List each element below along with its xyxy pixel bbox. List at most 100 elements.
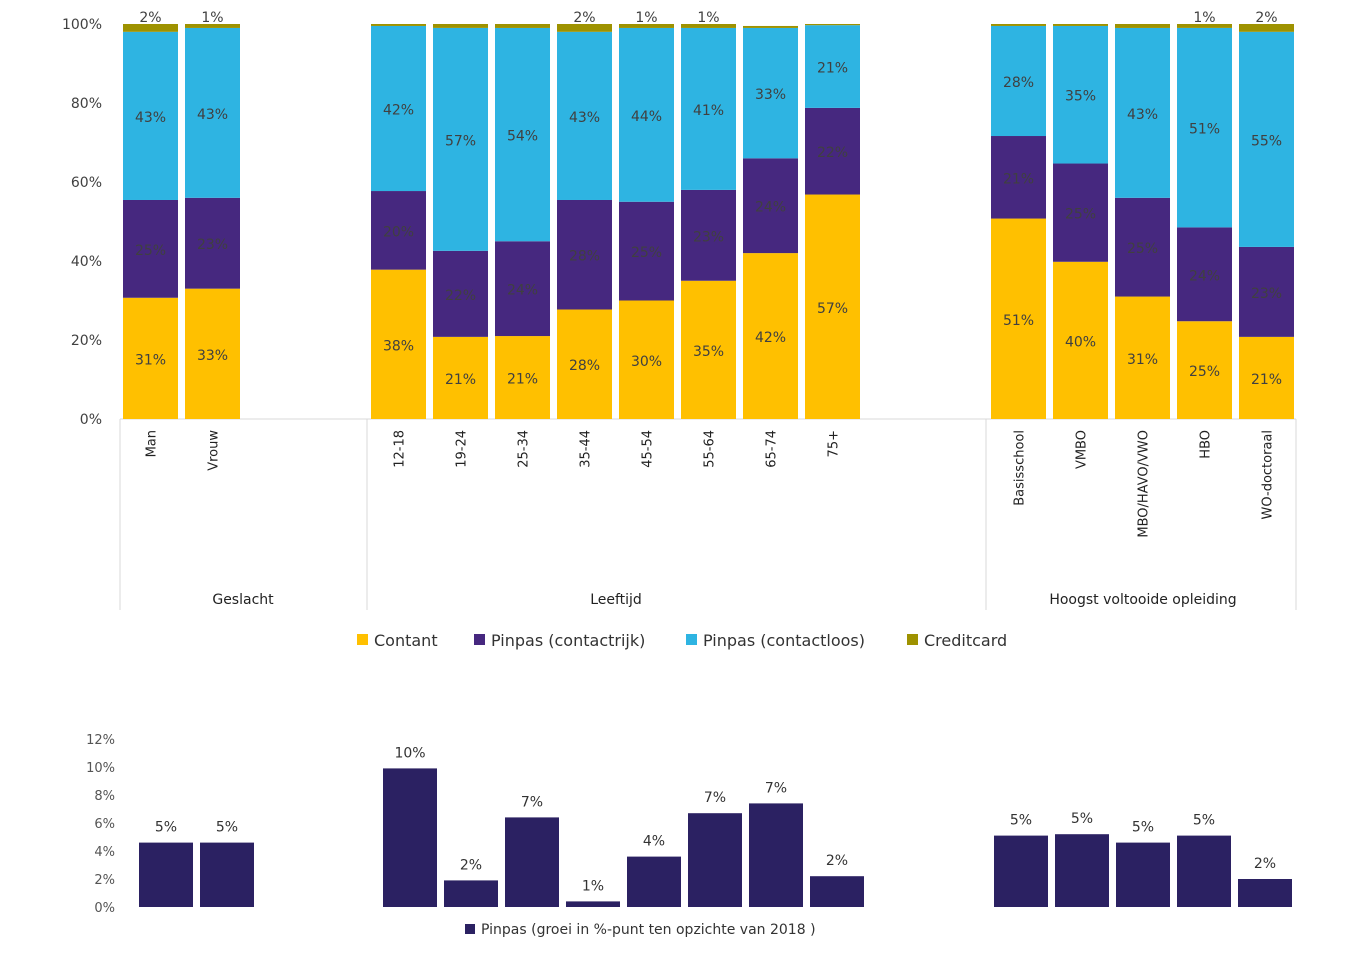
bar-segment-creditcard — [495, 24, 550, 28]
data-label: 2% — [460, 857, 482, 873]
data-label: 54% — [507, 129, 538, 145]
growth-bar — [444, 880, 498, 907]
y-tick-label: 4% — [94, 845, 115, 860]
data-label: 35% — [693, 344, 724, 360]
y-tick-label: 80% — [71, 96, 102, 112]
y-tick-label: 100% — [62, 17, 102, 33]
data-label: 7% — [521, 794, 543, 810]
data-label: 10% — [394, 745, 425, 761]
bar-segment-creditcard — [991, 24, 1046, 26]
growth-bar — [1055, 834, 1109, 907]
category-label: 35-44 — [579, 430, 594, 468]
bar-segment-contant — [433, 336, 488, 419]
data-label: 2% — [1255, 10, 1277, 26]
bar-segment-pinpas-contactloos- — [433, 27, 488, 251]
data-label: 28% — [569, 249, 600, 265]
y-tick-label: 0% — [80, 412, 102, 428]
growth-bar — [200, 842, 254, 907]
category-label: 25-34 — [517, 430, 532, 468]
growth-bar — [688, 813, 742, 907]
bar-segment-pinpas-contactloos- — [743, 27, 798, 159]
data-label: 21% — [1003, 171, 1034, 187]
data-label: 42% — [383, 103, 414, 119]
legend-label: Pinpas (groei in %-punt ten opzichte van… — [481, 922, 816, 938]
growth-bar — [566, 901, 620, 907]
bar-segment-pinpas-contactrijk- — [495, 241, 550, 337]
data-label: 23% — [197, 237, 228, 253]
y-tick-label: 10% — [86, 761, 115, 776]
data-label: 31% — [135, 352, 166, 368]
y-tick-label: 60% — [71, 175, 102, 191]
data-label: 51% — [1003, 313, 1034, 329]
data-label: 2% — [573, 10, 595, 26]
bar-segment-contant — [991, 218, 1046, 419]
bar-segment-creditcard — [681, 24, 736, 28]
bar-segment-pinpas-contactloos- — [1239, 31, 1294, 247]
bar-segment-pinpas-contactrijk- — [123, 199, 178, 298]
data-label: 7% — [704, 790, 726, 806]
data-label: 33% — [197, 348, 228, 364]
data-label: 1% — [201, 10, 223, 26]
data-label: 30% — [631, 354, 662, 370]
y-tick-label: 6% — [94, 817, 115, 832]
category-label: Vrouw — [207, 430, 222, 471]
bar-segment-pinpas-contactloos- — [805, 25, 860, 108]
category-label: VMBO — [1075, 430, 1090, 469]
growth-bar — [627, 856, 681, 907]
legend-label: Creditcard — [924, 631, 1007, 650]
data-label: 51% — [1189, 122, 1220, 138]
data-label: 7% — [765, 780, 787, 796]
growth-bar — [1116, 842, 1170, 907]
bar-segment-contant — [123, 297, 178, 419]
bar-segment-pinpas-contactrijk- — [371, 191, 426, 270]
legend-swatch — [465, 924, 475, 934]
bar-segment-contant — [681, 280, 736, 419]
bar-segment-pinpas-contactrijk- — [1115, 197, 1170, 297]
category-label: 75+ — [827, 430, 842, 457]
data-label: 38% — [383, 338, 414, 354]
bar-segment-pinpas-contactloos- — [495, 27, 550, 242]
y-tick-label: 2% — [94, 873, 115, 888]
legend-swatch — [357, 634, 368, 645]
data-label: 5% — [155, 820, 177, 836]
bar-segment-pinpas-contactrijk- — [433, 250, 488, 337]
data-label: 23% — [1251, 286, 1282, 302]
bar-segment-creditcard — [123, 24, 178, 32]
data-label: 55% — [1251, 133, 1282, 149]
data-label: 33% — [755, 87, 786, 103]
bar-segment-pinpas-contactloos- — [371, 25, 426, 192]
bar-segment-pinpas-contactrijk- — [805, 107, 860, 195]
data-label: 28% — [569, 358, 600, 374]
data-label: 25% — [1065, 207, 1096, 223]
data-label: 43% — [569, 110, 600, 126]
category-label: Basisschool — [1013, 430, 1028, 506]
bar-segment-pinpas-contactrijk- — [619, 201, 674, 301]
y-tick-label: 8% — [94, 789, 115, 804]
bar-segment-pinpas-contactloos- — [991, 25, 1046, 137]
category-label: 55-64 — [703, 430, 718, 468]
data-label: 25% — [1189, 364, 1220, 380]
growth-bar — [994, 835, 1048, 907]
data-label: 21% — [445, 372, 476, 388]
data-label: 24% — [507, 283, 538, 299]
bar-segment-pinpas-contactrijk- — [1239, 246, 1294, 337]
data-label: 20% — [383, 224, 414, 240]
data-label: 43% — [1127, 107, 1158, 123]
bar-segment-pinpas-contactrijk- — [991, 136, 1046, 219]
bar-segment-creditcard — [1115, 24, 1170, 28]
group-label: Leeftijd — [590, 592, 642, 608]
bar-segment-pinpas-contactloos- — [1053, 25, 1108, 164]
legend-label: Contant — [374, 631, 438, 650]
data-label: 42% — [755, 330, 786, 346]
bar-segment-pinpas-contactrijk- — [1053, 163, 1108, 262]
growth-bar — [1177, 835, 1231, 907]
data-label: 44% — [631, 109, 662, 125]
bar-segment-pinpas-contactloos- — [619, 27, 674, 202]
data-label: 40% — [1065, 334, 1096, 350]
data-label: 22% — [817, 145, 848, 161]
data-label: 57% — [445, 133, 476, 149]
category-label: WO-doctoraal — [1261, 430, 1276, 519]
data-label: 25% — [631, 245, 662, 261]
data-label: 5% — [1010, 813, 1032, 829]
group-label: Geslacht — [212, 592, 274, 608]
